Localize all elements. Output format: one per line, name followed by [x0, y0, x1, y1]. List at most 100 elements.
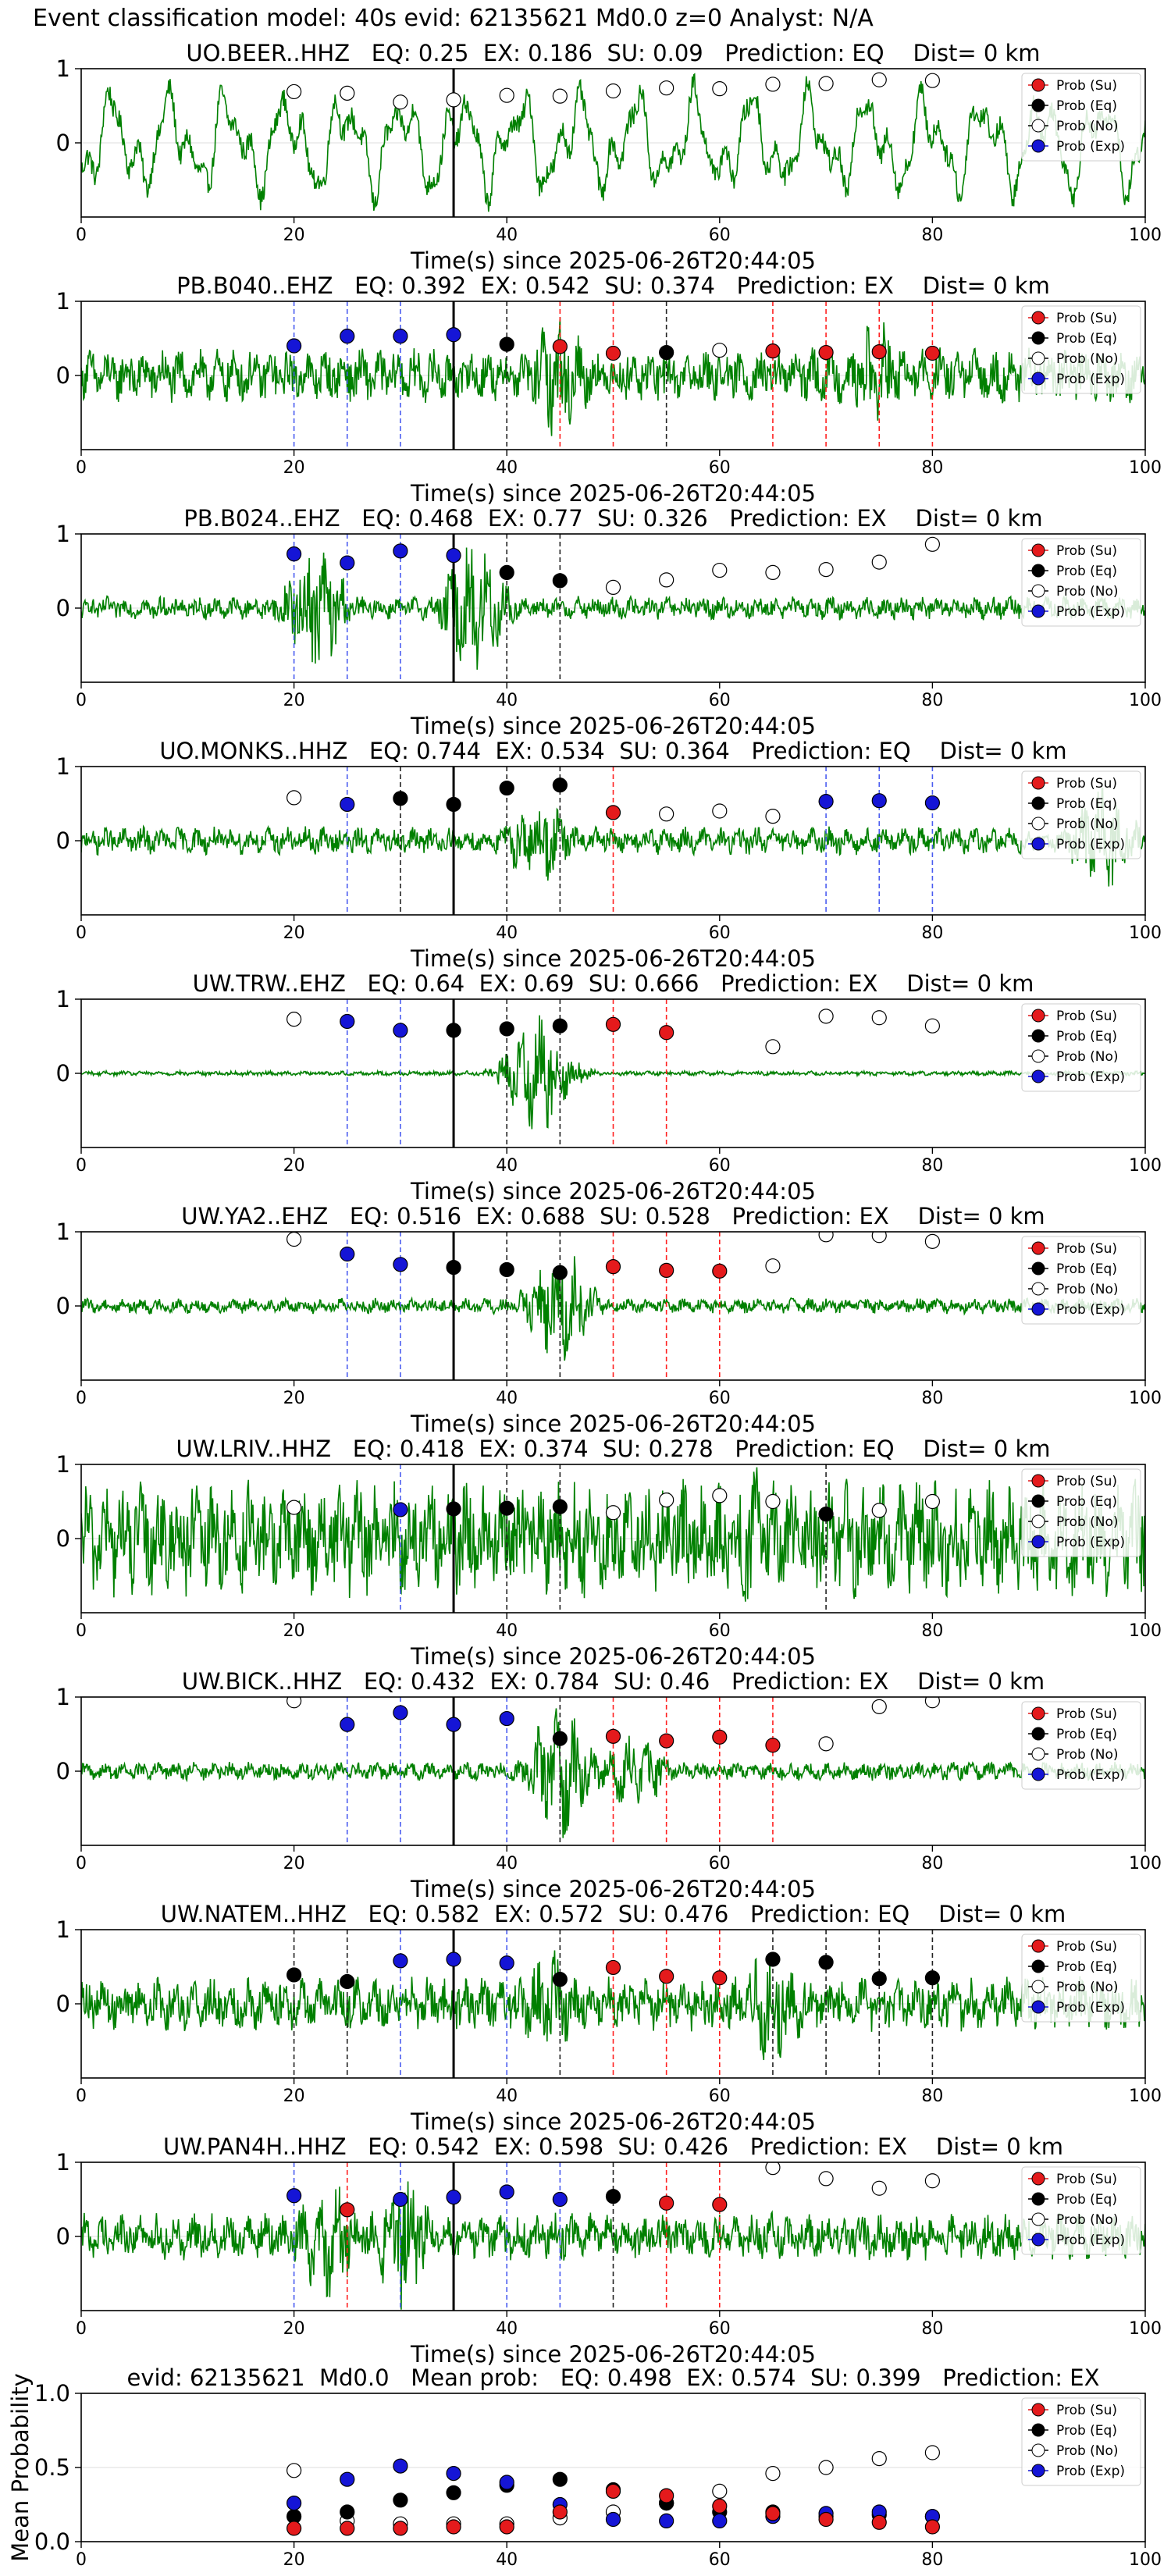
plot-area — [81, 301, 1145, 450]
marker-no — [605, 83, 621, 99]
page-title: Event classification model: 40s evid: 62… — [33, 5, 874, 32]
marker-no — [712, 803, 728, 819]
marker-su — [712, 1729, 728, 1745]
marker-no — [712, 343, 728, 358]
marker-eq — [871, 1971, 887, 1987]
legend-label-su: Prob (Su) — [1056, 1241, 1117, 1257]
marker-eq — [552, 573, 568, 589]
y-tick-label: 0 — [56, 362, 70, 389]
marker-exp — [446, 1952, 461, 1967]
marker-eq — [287, 1967, 302, 1983]
legend-label-eq: Prob (Eq) — [1056, 98, 1117, 114]
marker-no — [287, 1012, 302, 1027]
marker-eq — [499, 780, 514, 796]
legend-marker-su — [1031, 2403, 1045, 2417]
x-tick-label: 100 — [1129, 691, 1162, 710]
marker-exp — [446, 2190, 461, 2205]
x-tick-label: 100 — [1129, 458, 1162, 478]
marker-no — [871, 1699, 887, 1714]
x-tick-label: 0 — [76, 1621, 87, 1641]
marker-exp — [393, 1705, 408, 1720]
x-axis-label: Time(s) since 2025-06-26T20:44:05 — [410, 247, 816, 274]
y-tick-label: 1 — [56, 55, 70, 82]
marker-no — [712, 1488, 728, 1503]
station-panel: UW.NATEM..HHZ EQ: 0.582 EX: 0.572 SU: 0.… — [56, 1901, 1162, 2135]
legend-marker-no — [1031, 817, 1045, 831]
x-tick-label: 20 — [283, 2319, 305, 2339]
marker-eq — [552, 2471, 568, 2487]
marker-su — [659, 2488, 674, 2503]
legend-box — [1021, 770, 1141, 859]
x-tick-label: 80 — [921, 1156, 943, 1176]
legend-box — [1021, 73, 1141, 162]
y-tick-label: 1 — [56, 1219, 70, 1245]
marker-no — [818, 2171, 834, 2186]
marker-no — [924, 1697, 940, 1709]
marker-no — [287, 790, 302, 806]
marker-exp — [446, 1717, 461, 1732]
marker-exp — [340, 555, 355, 571]
panel-title: UW.PAN4H..HHZ EQ: 0.542 EX: 0.598 SU: 0.… — [163, 2133, 1063, 2160]
marker-eq — [446, 1259, 461, 1276]
x-tick-label: 40 — [496, 1854, 518, 1873]
x-tick-label: 100 — [1129, 1621, 1162, 1641]
x-axis-label: Time(s) since 2025-06-26T20:44:05 — [410, 713, 816, 739]
x-tick-label: 60 — [709, 2087, 731, 2106]
plot-area — [81, 2162, 1145, 2311]
marker-no — [765, 2466, 781, 2482]
marker-exp — [287, 2188, 302, 2204]
marker-exp — [340, 329, 355, 344]
marker-eq — [924, 1970, 941, 1986]
waveform-trace — [81, 788, 1145, 887]
marker-su — [659, 1025, 674, 1041]
marker-exp — [446, 2466, 461, 2482]
marker-eq — [552, 1265, 568, 1280]
marker-no — [871, 2451, 887, 2467]
legend-box — [1021, 1236, 1141, 1325]
legend-label-eq: Prob (Eq) — [1056, 564, 1117, 579]
marker-exp — [499, 1710, 514, 1727]
marker-exp — [287, 2496, 302, 2511]
legend-label-eq: Prob (Eq) — [1056, 1261, 1117, 1277]
marker-eq — [552, 1018, 568, 1034]
x-tick-label: 60 — [709, 1854, 731, 1873]
legend-marker-exp — [1031, 837, 1045, 851]
legend-box — [1021, 1934, 1141, 2023]
x-tick-label: 40 — [496, 2319, 518, 2339]
legend-marker-no — [1031, 2443, 1045, 2457]
marker-no — [605, 1505, 621, 1521]
legend-label-su: Prob (Su) — [1056, 2172, 1117, 2187]
legend-label-no: Prob (No) — [1056, 2212, 1119, 2228]
marker-no — [818, 76, 834, 91]
marker-exp — [340, 1246, 355, 1262]
x-tick-label: 80 — [921, 2550, 943, 2570]
x-tick-label: 60 — [709, 691, 731, 710]
legend-box — [1021, 2397, 1141, 2486]
legend-label-no: Prob (No) — [1056, 351, 1119, 367]
x-tick-label: 40 — [496, 458, 518, 478]
legend-label-no: Prob (No) — [1056, 817, 1119, 832]
marker-exp — [393, 1502, 408, 1517]
marker-su — [659, 2195, 674, 2211]
plot-area — [81, 1930, 1145, 2078]
legend-label-eq: Prob (Eq) — [1056, 2423, 1117, 2439]
waveform-trace — [81, 2181, 1145, 2310]
marker-eq — [552, 1731, 568, 1746]
legend-label-eq: Prob (Eq) — [1056, 796, 1117, 812]
y-tick-label: 1.0 — [34, 2380, 70, 2407]
x-axis-label: Time(s) since 2025-06-26T20:44:05 — [410, 1643, 816, 1670]
marker-exp — [605, 2511, 621, 2528]
x-tick-label: 40 — [496, 691, 518, 710]
marker-su — [340, 2202, 355, 2218]
legend-marker-no — [1031, 119, 1045, 133]
marker-eq — [818, 1507, 834, 1522]
marker-eq — [393, 2492, 408, 2508]
legend-marker-exp — [1031, 139, 1045, 153]
station-panel: UO.MONKS..HHZ EQ: 0.744 EX: 0.534 SU: 0.… — [56, 738, 1162, 972]
marker-no — [659, 572, 674, 588]
marker-eq — [552, 1499, 568, 1514]
marker-su — [605, 805, 621, 820]
marker-su — [712, 2197, 728, 2212]
y-tick-label: 0 — [56, 1758, 70, 1784]
